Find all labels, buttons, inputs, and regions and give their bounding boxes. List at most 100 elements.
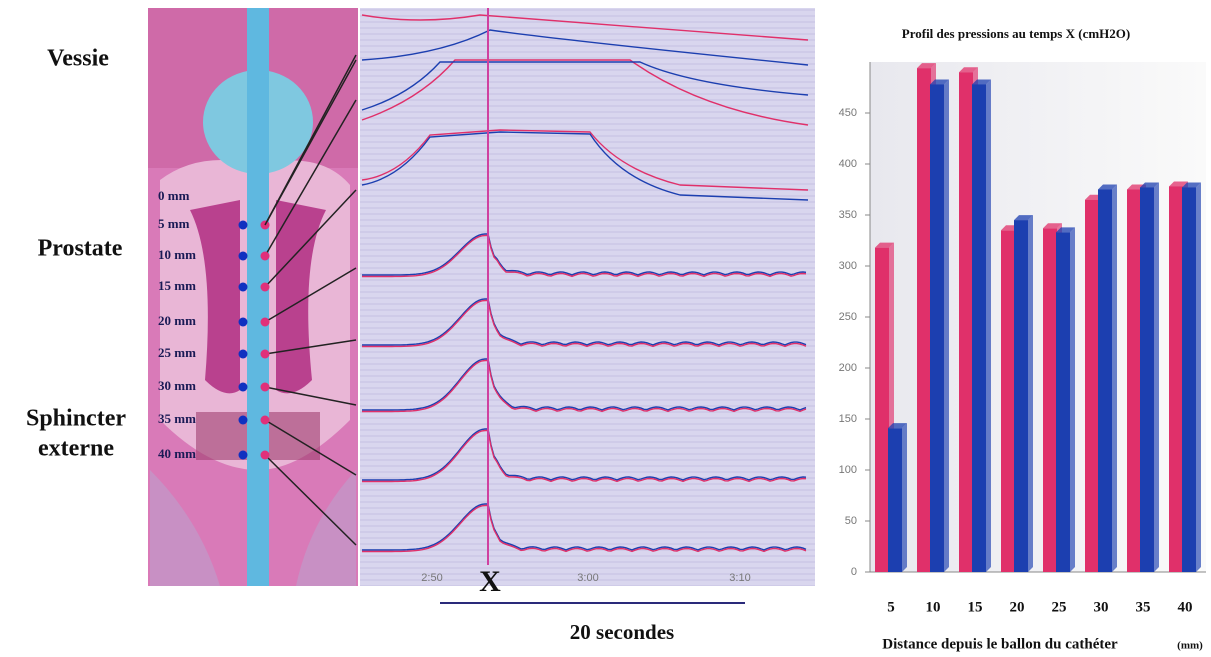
trace xyxy=(362,503,807,551)
bar-top xyxy=(1043,223,1062,229)
trace xyxy=(362,234,807,278)
bar-top xyxy=(917,63,936,69)
trace xyxy=(361,29,809,66)
connector xyxy=(264,419,357,476)
bar-top xyxy=(972,79,991,85)
sensor-blue xyxy=(238,415,248,425)
bar xyxy=(917,68,931,573)
bar-side xyxy=(1070,227,1075,572)
bar xyxy=(1056,232,1070,572)
y-tick-label: 100 xyxy=(839,464,857,476)
position-label: 25 mm xyxy=(158,345,196,360)
bar-top xyxy=(875,242,894,248)
trace-panel xyxy=(360,8,815,586)
x-tick-label: 25 xyxy=(1052,599,1067,615)
trace xyxy=(362,358,807,411)
time-tick-label: 2:50 xyxy=(421,572,442,584)
organ-label: externe xyxy=(38,436,114,462)
sensor-blue xyxy=(238,349,248,359)
sensor-pink xyxy=(260,349,270,359)
connector xyxy=(264,454,357,546)
connector xyxy=(264,99,357,257)
time-tick-label: 3:00 xyxy=(577,572,598,584)
sensor-pink xyxy=(260,415,270,425)
sensor-blue xyxy=(238,220,248,230)
x-tick-label: 40 xyxy=(1178,599,1193,615)
sensor-blue xyxy=(238,282,248,292)
y-tick-label: 0 xyxy=(851,566,857,578)
trace xyxy=(362,299,807,348)
sensor-pink xyxy=(260,251,270,261)
position-label: 10 mm xyxy=(158,247,196,262)
organ-label: Sphincter xyxy=(26,406,126,432)
bar xyxy=(1001,230,1015,573)
bar xyxy=(1043,228,1057,572)
x-tick-label: 10 xyxy=(926,599,941,615)
bar xyxy=(959,72,973,572)
trace-lines xyxy=(361,14,809,553)
bar-side xyxy=(902,423,907,572)
bar-side xyxy=(1196,182,1201,572)
y-tick-label: 450 xyxy=(839,107,857,119)
bar xyxy=(1169,186,1183,572)
sensor-pink xyxy=(260,450,270,460)
trace xyxy=(362,298,807,346)
chart-title: Profil des pressions au temps X (cmH2O) xyxy=(902,26,1130,41)
position-label: 30 mm xyxy=(158,378,196,393)
bar xyxy=(888,428,902,572)
sensor-pink xyxy=(260,317,270,327)
bar xyxy=(1127,189,1141,572)
bar xyxy=(1085,199,1099,572)
x-tick-label: 5 xyxy=(887,599,895,615)
connector xyxy=(264,267,357,323)
bar-top xyxy=(1098,184,1117,190)
trace xyxy=(361,61,809,111)
y-tick-label: 300 xyxy=(839,260,857,272)
bar xyxy=(1140,187,1154,572)
y-tick-label: 250 xyxy=(839,311,857,323)
bar-top xyxy=(1140,182,1159,188)
y-tick-label: 150 xyxy=(839,413,857,425)
bar-top xyxy=(1014,215,1033,221)
trace xyxy=(361,129,809,191)
organ-label: Prostate xyxy=(38,236,123,262)
y-tick-label: 200 xyxy=(839,362,857,374)
position-label: 15 mm xyxy=(158,278,196,293)
sensor-blue xyxy=(238,382,248,392)
y-tick-label: 350 xyxy=(839,209,857,221)
bar xyxy=(1098,189,1112,572)
sensor-pink xyxy=(260,382,270,392)
connector xyxy=(264,189,357,288)
time-marker: X xyxy=(479,565,501,598)
scale-label: 20 secondes xyxy=(570,620,674,644)
bar-side xyxy=(1154,182,1159,572)
trace xyxy=(361,131,809,201)
x-tick-label: 20 xyxy=(1010,599,1025,615)
bar-side xyxy=(1028,215,1033,572)
bar xyxy=(1182,187,1196,572)
bar-top xyxy=(888,423,907,429)
position-label: 40 mm xyxy=(158,446,196,461)
trace xyxy=(362,359,807,413)
time-tick-label: 3:10 xyxy=(729,572,750,584)
x-axis-unit: (mm) xyxy=(1177,640,1203,652)
bar-side xyxy=(944,79,949,572)
organ-label: Vessie xyxy=(47,46,109,72)
connector xyxy=(264,54,357,226)
trace xyxy=(362,429,807,483)
anatomy xyxy=(148,8,358,586)
x-tick-label: 30 xyxy=(1094,599,1109,615)
bar-top xyxy=(959,67,978,73)
bar-top xyxy=(1182,182,1201,188)
sensor-blue xyxy=(238,450,248,460)
position-label: 0 mm xyxy=(158,188,190,203)
position-label: 35 mm xyxy=(158,411,196,426)
bar xyxy=(1014,220,1028,572)
bar-top xyxy=(1169,181,1188,187)
x-axis-label: Distance depuis le ballon du cathéter xyxy=(882,636,1118,652)
sensor-pink xyxy=(260,282,270,292)
bar-side xyxy=(986,79,991,572)
trace xyxy=(361,14,809,41)
connector xyxy=(264,386,357,406)
